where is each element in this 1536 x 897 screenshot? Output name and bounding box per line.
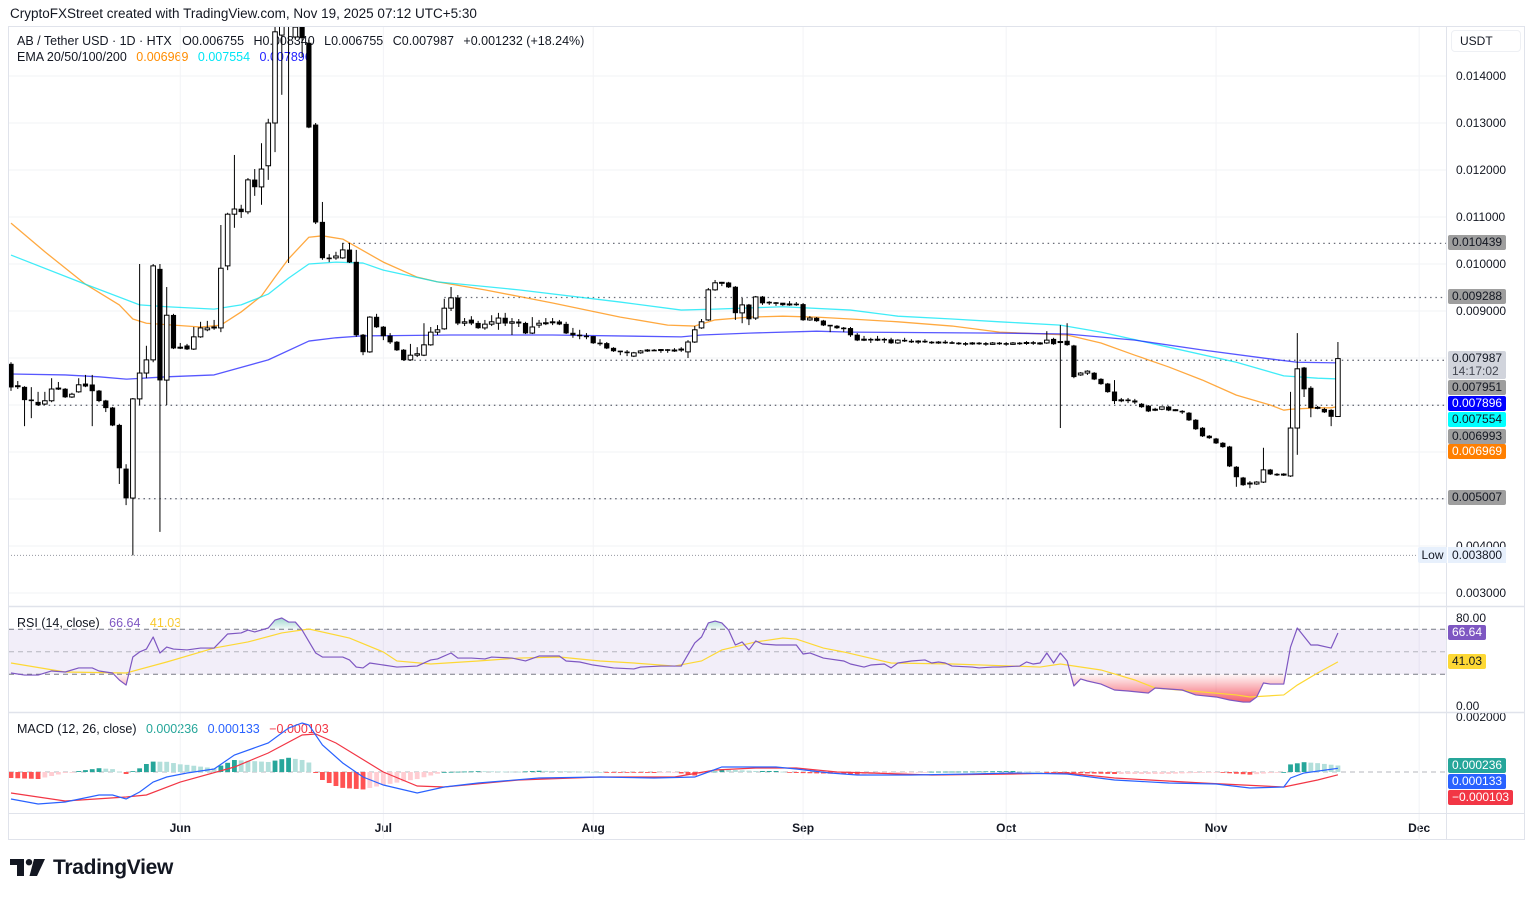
ema-legend: EMA 20/50/100/200 0.006969 0.007554 0.00…: [17, 49, 318, 65]
rsi-legend: RSI (14, close) 66.64 41.03: [17, 615, 187, 631]
macd-signal-badge: −0.000103: [1448, 790, 1514, 805]
price-badge-level-5: 0.005007: [1448, 490, 1507, 505]
ema100-value: 0.007896: [259, 50, 312, 64]
last-price-value: 0.007987: [1452, 351, 1503, 365]
ohlc-change: +0.001232 (+18.24%): [463, 34, 585, 48]
chart-frame: [8, 26, 1525, 840]
price-tick-label: 0.014000: [1456, 69, 1507, 83]
price-tick-label: 0.003000: [1456, 586, 1507, 600]
currency-selector[interactable]: USDT: [1451, 30, 1521, 52]
attribution-text: CryptoFXStreet created with TradingView.…: [10, 6, 477, 21]
time-label-oct: Oct: [996, 821, 1017, 835]
tradingview-logo[interactable]: TradingView: [10, 855, 173, 881]
tradingview-logo-text: TradingView: [53, 856, 174, 879]
price-badge-level-1: 0.010439: [1448, 235, 1507, 250]
last-price-badge: 0.007987 14:17:02: [1448, 351, 1507, 379]
rsi-ma-badge: 41.03: [1448, 654, 1487, 669]
macd-histogram-value: 0.000236: [145, 722, 199, 736]
price-tick-label: 0.010000: [1456, 257, 1507, 271]
tradingview-logo-icon: [10, 859, 45, 876]
low-value-badge: 0.003800: [1448, 547, 1507, 563]
price-badge-level-2: 0.009288: [1448, 289, 1507, 304]
time-label-jul: Jul: [374, 821, 393, 835]
ema100-badge: 0.007896: [1448, 396, 1507, 411]
macd-legend: MACD (12, 26, close) 0.000236 0.000133 −…: [17, 721, 335, 737]
price-tick-label: 0.011000: [1456, 210, 1506, 224]
macd-histogram-badge: 0.000236: [1448, 758, 1507, 773]
rsi-tick-top: 80.00: [1456, 611, 1487, 625]
rsi-label[interactable]: RSI (14, close): [17, 616, 100, 630]
ohlc-close: C0.007987: [392, 34, 454, 48]
rsi-tick-bottom: 0.00: [1456, 699, 1480, 713]
ohlc-high: H0.008340: [253, 34, 315, 48]
time-label-sep: Sep: [792, 821, 815, 835]
symbol-legend: AB / Tether USD · 1D · HTX O0.006755 H0.…: [17, 33, 590, 49]
ohlc-low: L0.006755: [324, 34, 384, 48]
rsi-value: 66.64: [109, 616, 141, 630]
time-label-dec: Dec: [1408, 821, 1431, 835]
low-tag: Low: [1418, 547, 1447, 563]
price-badge-level-3: 0.007951: [1448, 380, 1507, 395]
currency-label: USDT: [1460, 34, 1493, 48]
bar-countdown: 14:17:02: [1452, 364, 1499, 378]
price-tick-label: 0.012000: [1456, 163, 1507, 177]
price-tick-label: 0.009000: [1456, 304, 1507, 318]
ema-label[interactable]: EMA 20/50/100/200: [17, 50, 127, 64]
macd-signal-value: −0.000103: [269, 722, 329, 736]
time-label-nov: Nov: [1204, 821, 1228, 835]
ema20-value: 0.006969: [136, 50, 189, 64]
macd-line-value: 0.000133: [207, 722, 260, 736]
ema20-badge: 0.006969: [1448, 444, 1507, 459]
time-label-aug: Aug: [581, 821, 605, 835]
price-badge-level-4: 0.006993: [1448, 429, 1507, 444]
rsi-ma-value: 41.03: [149, 616, 182, 630]
symbol-title[interactable]: AB / Tether USD · 1D · HTX: [17, 34, 172, 48]
macd-label[interactable]: MACD (12, 26, close): [17, 722, 137, 736]
time-label-jun: Jun: [169, 821, 191, 835]
macd-tick-top: 0.002000: [1456, 710, 1507, 724]
ohlc-open: O0.006755: [182, 34, 245, 48]
ema50-value: 0.007554: [197, 50, 251, 64]
rsi-badge: 66.64: [1448, 625, 1487, 640]
ema50-badge: 0.007554: [1448, 412, 1507, 427]
price-tick-label: 0.013000: [1456, 116, 1507, 130]
macd-line-badge: 0.000133: [1448, 774, 1507, 789]
